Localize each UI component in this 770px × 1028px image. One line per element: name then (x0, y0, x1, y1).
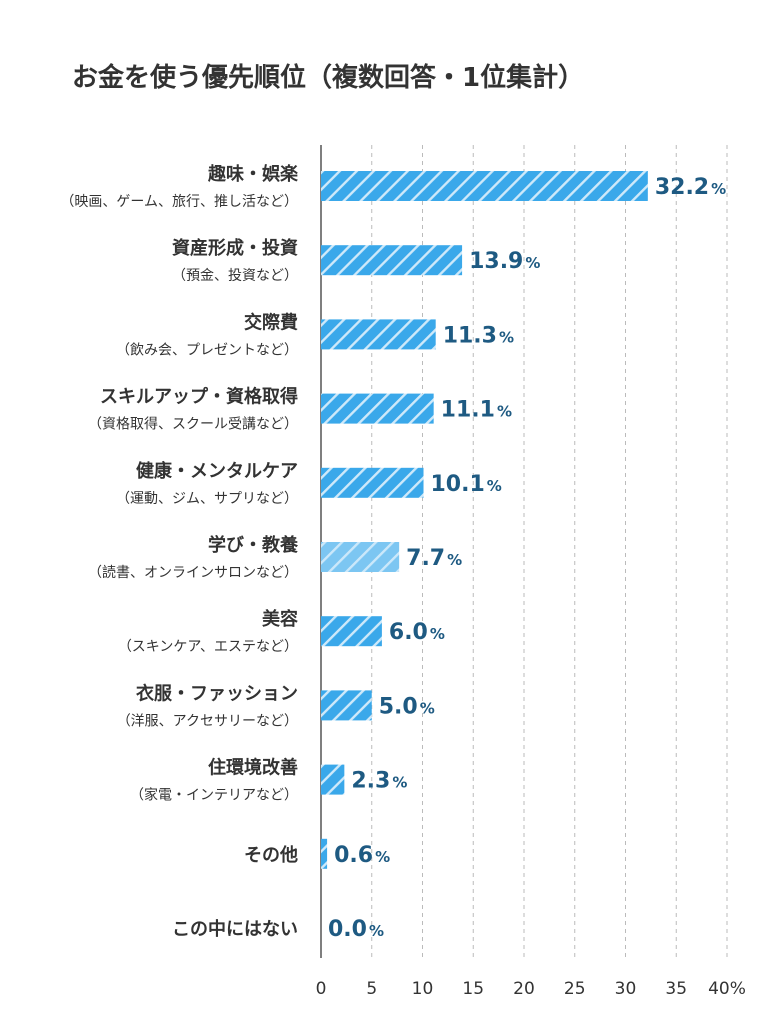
category-sublabel: （飲み会、プレゼントなど） (116, 342, 298, 358)
bar (321, 171, 648, 201)
data-label: 32.2% (655, 175, 726, 200)
category-sublabel: （預金、投資など） (172, 268, 298, 284)
x-tick-label: 35 (665, 979, 687, 999)
bar (321, 245, 463, 276)
category-label: 美容 (262, 608, 298, 630)
category-sublabel: （資格取得、スクール受講など） (88, 416, 298, 433)
x-tick-label: 20 (513, 979, 535, 999)
data-label: 7.7% (406, 546, 462, 571)
category-label: この中にはない (172, 918, 298, 940)
category-sublabel: （読書、オンラインサロンなど） (88, 564, 298, 581)
category-sublabel: （洋服、アクセサリーなど） (117, 713, 298, 729)
x-tick-label: 40% (708, 979, 746, 999)
data-label: 11.1% (441, 398, 512, 423)
bar (321, 467, 424, 498)
category-label: 衣服・ファッション (136, 682, 298, 704)
x-tick-label: 10 (412, 979, 434, 999)
bar (321, 838, 328, 869)
value-labels: 32.2 % 13.9 % 11.3 % 11.1 % 10.1 % 7.7 % 6.0 % 5.0 % 2.3… (328, 175, 726, 942)
category-sublabel: （運動、ジム、サプリなど） (116, 491, 298, 507)
data-label: 0.6% (334, 843, 390, 868)
category-label: 住環境改善 (208, 757, 298, 779)
bar (321, 393, 434, 424)
x-tick-label: 15 (462, 979, 484, 999)
x-axis-ticks: 0 5 10 15 20 25 30 35 40% (316, 979, 746, 999)
bar (321, 616, 382, 647)
data-label: 10.1% (431, 472, 502, 497)
data-label: 5.0% (379, 694, 435, 719)
bar (321, 764, 345, 795)
bar (321, 319, 436, 350)
category-sublabel: （映画、ゲーム、旅行、推し活など） (60, 194, 298, 210)
x-tick-label: 30 (615, 979, 637, 999)
x-tick-label: 25 (564, 979, 586, 999)
bars (321, 171, 648, 869)
data-label: 11.3% (443, 323, 514, 348)
bar (321, 690, 372, 721)
chart-title: お金を使う優先順位（複数回答・1位集計） (72, 62, 584, 93)
category-sublabel: （スキンケア、エステなど） (118, 639, 298, 655)
category-label: その他 (244, 844, 298, 866)
category-label: 資産形成・投資 (172, 237, 298, 259)
category-label: 学び・教養 (208, 534, 298, 556)
data-label: 6.0% (389, 620, 445, 645)
category-label: 交際費 (244, 311, 298, 333)
bar (321, 542, 400, 572)
data-label: 2.3% (351, 769, 407, 794)
category-label: 趣味・娯楽 (207, 163, 299, 185)
category-labels: 趣味・娯楽 （映画、ゲーム、旅行、推し活など） 資産形成・投資 （預金、投資など） 交際… (60, 163, 299, 940)
category-sublabel: （家電・インテリアなど） (130, 787, 298, 804)
x-tick-label: 5 (366, 979, 377, 999)
data-label: 0.0% (328, 917, 384, 942)
category-label: 健康・メンタルケア (136, 460, 298, 482)
x-tick-label: 0 (316, 979, 327, 999)
data-label: 13.9% (469, 249, 540, 274)
category-label: スキルアップ・資格取得 (100, 386, 298, 408)
